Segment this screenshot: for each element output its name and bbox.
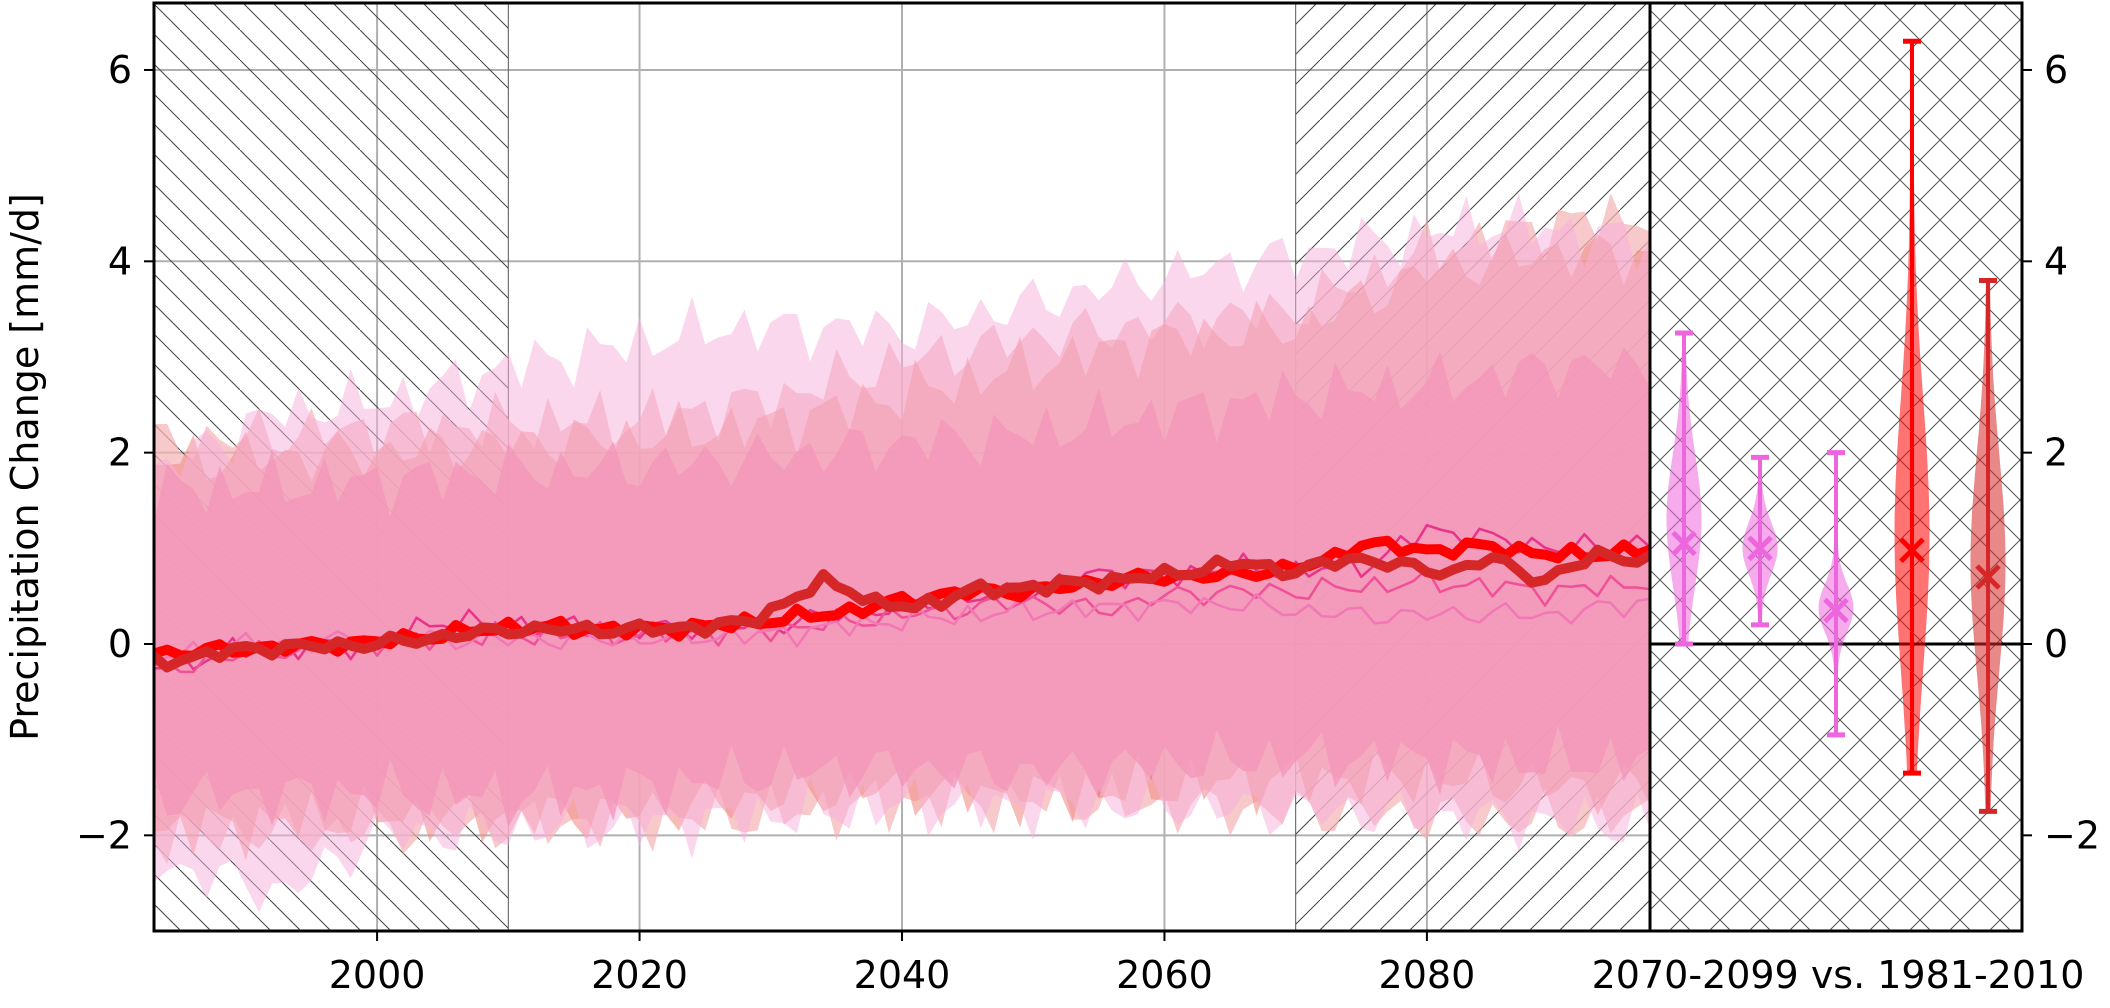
violin-1 [1666,330,1702,647]
y2-tick-label: 4 [2044,239,2068,283]
y-tick-label: 4 [108,239,132,283]
ensemble-member-2 [154,544,1650,673]
y-tick-label: −2 [76,813,132,857]
ensemble-lines [154,523,1650,674]
violin-1-mean-marker [1671,530,1697,557]
y-axis-ticks: −2 0 2 4 6 [76,48,154,857]
x-tick-label: 2080 [1379,953,1476,997]
violin-2-mean-marker [1747,535,1773,562]
x-tick-label: 2040 [854,953,951,997]
y-tick-label: 0 [108,622,132,666]
inset-frame [1648,1,2024,933]
y2-tick-label: 6 [2044,48,2068,92]
y-axis-label: Precipitation Change [mm/d] [3,193,47,741]
spread-band-magenta-spikes [154,193,1650,913]
y-tick-label: 2 [108,431,132,475]
y2-tick-label: 0 [2044,622,2068,666]
violin-2 [1742,454,1778,628]
spread-bands [154,193,1650,913]
x-tick-label: 2060 [1116,953,1213,997]
y-tick-label: 6 [108,48,132,92]
violin-3-mean-marker [1823,597,1849,624]
violins [1666,38,2006,814]
inset-label: 2070-2099 vs. 1981-2010 [1592,953,2085,997]
ensemble-member-1 [154,535,1650,661]
y2-tick-label: 2 [2044,431,2068,475]
y2-tick-label: −2 [2044,813,2100,857]
violin-5-mean-marker [1975,564,2001,590]
violin-4-mean-marker [1899,537,1925,564]
violin-3 [1818,450,1854,738]
x-tick-label: 2000 [329,953,426,997]
y2-axis-ticks: −2 0 2 4 6 [2022,48,2100,857]
x-tick-label: 2020 [591,953,688,997]
violin-5 [1970,277,2006,814]
violin-inset [1648,1,2024,933]
x-axis-ticks: 2000 2020 2040 2060 2080 [329,931,1476,997]
violin-4 [1894,38,1930,776]
